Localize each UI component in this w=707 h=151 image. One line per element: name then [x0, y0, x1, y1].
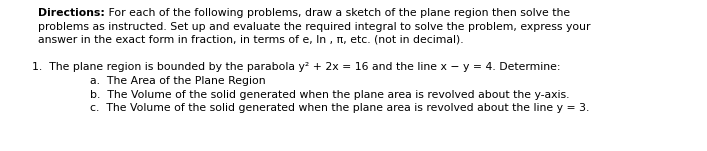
Text: a.  The Area of the Plane Region: a. The Area of the Plane Region [90, 76, 266, 86]
Text: 1.  The plane region is bounded by the parabola y² + 2x = 16 and the line x − y : 1. The plane region is bounded by the pa… [32, 61, 561, 72]
Text: For each of the following problems, draw a sketch of the plane region then solve: For each of the following problems, draw… [105, 8, 570, 18]
Text: problems as instructed. Set up and evaluate the required integral to solve the p: problems as instructed. Set up and evalu… [38, 21, 590, 32]
Text: c.  The Volume of the solid generated when the plane area is revolved about the : c. The Volume of the solid generated whe… [90, 103, 590, 113]
Text: answer in the exact form in fraction, in terms of e, ln , π, etc. (not in decima: answer in the exact form in fraction, in… [38, 35, 464, 45]
Text: Directions:: Directions: [38, 8, 105, 18]
Text: b.  The Volume of the solid generated when the plane area is revolved about the : b. The Volume of the solid generated whe… [90, 90, 570, 100]
